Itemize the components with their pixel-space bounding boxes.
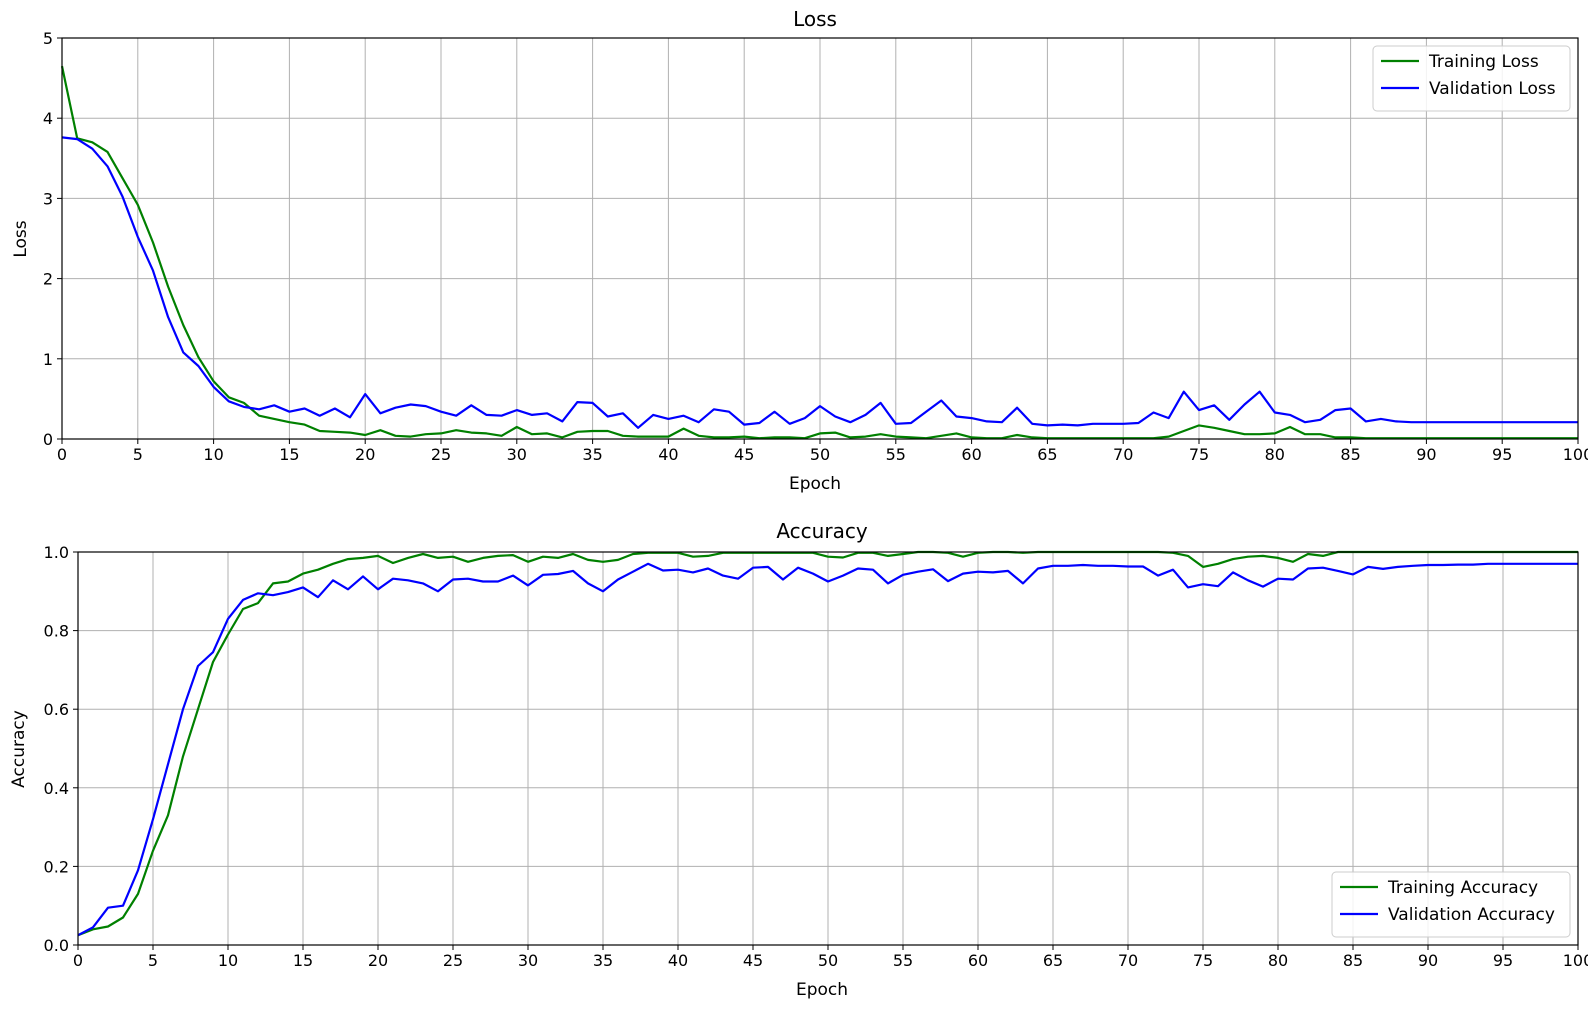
accuracy-x-tick-label: 10 — [218, 951, 238, 970]
loss-y-tick-label: 2 — [43, 270, 53, 289]
accuracy-x-tick-label: 35 — [593, 951, 613, 970]
validation-loss-line — [61, 136, 1578, 429]
accuracy-x-tick-label: 60 — [968, 951, 988, 970]
accuracy-x-tick-label: 90 — [1418, 951, 1438, 970]
accuracy-x-axis-label: Epoch — [796, 980, 848, 1000]
validation-accuracy-legend-label: Validation Accuracy — [1388, 905, 1555, 925]
loss-y-tick-label: 0 — [43, 430, 53, 449]
loss-x-tick-label: 50 — [810, 445, 830, 464]
loss-legend: Training Loss Validation Loss — [1372, 45, 1571, 112]
training-accuracy-line — [77, 550, 1578, 937]
loss-y-tick-label: 1 — [43, 350, 53, 369]
accuracy-x-tick-label: 95 — [1493, 951, 1513, 970]
training-accuracy-legend-label: Training Accuracy — [1387, 878, 1538, 898]
loss-chart: Loss Epoch Loss 0 5 10 15 20 25 30 35 40 45 50 55 60… — [11, 7, 1588, 494]
loss-legend-box — [1372, 45, 1571, 112]
loss-x-tick-label: 65 — [1037, 445, 1057, 464]
accuracy-y-tick-label: 0.8 — [44, 622, 69, 641]
loss-x-tick-label: 30 — [507, 445, 527, 464]
loss-x-tick-label: 0 — [57, 445, 67, 464]
accuracy-y-tick-label: 1.0 — [44, 543, 69, 562]
loss-x-tick-label: 85 — [1340, 445, 1360, 464]
accuracy-x-tick-label: 25 — [443, 951, 463, 970]
training-loss-legend-label: Training Loss — [1428, 52, 1539, 72]
accuracy-x-tick-label: 30 — [518, 951, 538, 970]
accuracy-legend: Training Accuracy Validation Accuracy — [1331, 871, 1571, 938]
accuracy-y-tick-label: 0.6 — [44, 700, 69, 719]
loss-x-tick-label: 90 — [1416, 445, 1436, 464]
loss-x-tick-label: 45 — [734, 445, 754, 464]
loss-x-tick-label: 15 — [279, 445, 299, 464]
accuracy-plot-area: 0 5 10 15 20 25 30 35 40 45 50 55 60 65 70 75 80 85 90 95 10… — [44, 543, 1588, 970]
accuracy-x-tick-label: 40 — [668, 951, 688, 970]
training-loss-line — [60, 65, 1578, 440]
loss-plot-area: 0 5 10 15 20 25 30 35 40 45 50 55 60 65 70 75 80 85 90 95 10… — [43, 29, 1588, 464]
loss-y-tick-label: 4 — [43, 109, 53, 128]
loss-x-tick-label: 75 — [1189, 445, 1209, 464]
accuracy-x-tick-label: 45 — [743, 951, 763, 970]
loss-x-tick-label: 95 — [1492, 445, 1512, 464]
accuracy-x-tick-label: 55 — [893, 951, 913, 970]
loss-y-tick-label: 3 — [43, 189, 53, 208]
accuracy-chart: Accuracy Epoch Accuracy 0 5 10 15 20 25 30 35 40… — [9, 519, 1588, 1000]
accuracy-y-axis-label: Accuracy — [9, 710, 29, 788]
accuracy-y-tick-label: 0.0 — [44, 936, 69, 955]
loss-x-tick-label: 80 — [1265, 445, 1285, 464]
accuracy-x-tick-label: 75 — [1193, 951, 1213, 970]
loss-x-tick-label: 55 — [886, 445, 906, 464]
accuracy-x-tick-label: 100 — [1563, 951, 1588, 970]
accuracy-y-tick-label: 0.2 — [44, 857, 69, 876]
loss-x-tick-label: 35 — [582, 445, 602, 464]
accuracy-x-tick-label: 65 — [1043, 951, 1063, 970]
accuracy-y-tick-label: 0.4 — [44, 779, 69, 798]
validation-loss-legend-label: Validation Loss — [1429, 79, 1556, 99]
accuracy-x-tick-label: 20 — [368, 951, 388, 970]
accuracy-x-tick-label: 0 — [73, 951, 83, 970]
loss-x-tick-label: 60 — [961, 445, 981, 464]
accuracy-x-tick-label: 5 — [148, 951, 158, 970]
accuracy-chart-title: Accuracy — [776, 519, 867, 543]
loss-x-tick-label: 20 — [355, 445, 375, 464]
loss-x-tick-label: 40 — [658, 445, 678, 464]
loss-x-tick-label: 100 — [1563, 445, 1588, 464]
loss-x-tick-label: 70 — [1113, 445, 1133, 464]
loss-x-tick-label: 10 — [203, 445, 223, 464]
validation-accuracy-line — [77, 562, 1578, 937]
accuracy-x-tick-label: 70 — [1118, 951, 1138, 970]
loss-x-tick-label: 25 — [431, 445, 451, 464]
accuracy-x-tick-label: 50 — [818, 951, 838, 970]
loss-chart-title: Loss — [793, 7, 837, 31]
accuracy-x-tick-label: 80 — [1268, 951, 1288, 970]
accuracy-x-tick-label: 15 — [293, 951, 313, 970]
loss-x-tick-label: 5 — [133, 445, 143, 464]
accuracy-legend-box — [1331, 871, 1571, 938]
loss-x-axis-label: Epoch — [789, 474, 841, 494]
loss-y-tick-label: 5 — [43, 29, 53, 48]
accuracy-x-tick-label: 85 — [1343, 951, 1363, 970]
loss-y-axis-label: Loss — [11, 220, 31, 257]
